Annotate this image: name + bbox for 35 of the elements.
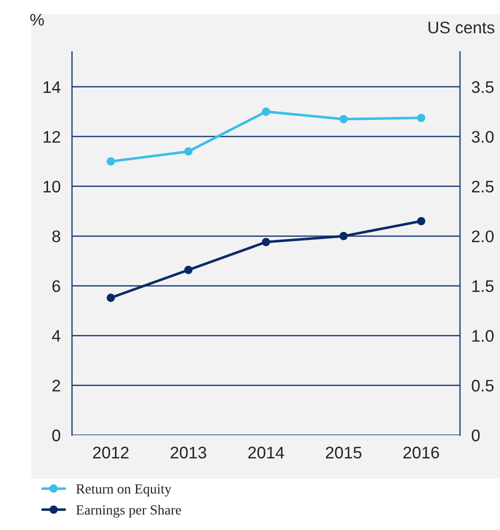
x-tick-label: 2016 xyxy=(404,446,440,458)
y-tick-label: 4 xyxy=(52,330,60,342)
y-tick-label: 12 xyxy=(44,130,60,143)
y2-tick-label: 2.5 xyxy=(472,180,494,193)
y2-tick-label: 1.0 xyxy=(472,330,494,342)
y2-tick-label: 3.5 xyxy=(472,81,494,93)
point xyxy=(106,157,115,166)
point xyxy=(339,232,348,240)
legend-label: Return on Equity xyxy=(76,484,172,496)
y2-tick-label: 2.0 xyxy=(472,230,494,242)
y-tick-label: 0 xyxy=(52,430,60,442)
point xyxy=(184,266,193,274)
point xyxy=(262,107,270,116)
y2-axis-title: US cents xyxy=(428,22,494,34)
point xyxy=(339,114,348,124)
y-tick-label: 8 xyxy=(52,230,60,242)
point xyxy=(184,147,193,156)
y2-tick-label: 3.0 xyxy=(472,130,494,143)
x-tick-label: 2015 xyxy=(326,446,362,458)
x-tick-label: 2014 xyxy=(248,446,284,458)
legend-label: Earnings per Share xyxy=(76,504,182,518)
y-tick-label: 10 xyxy=(44,180,60,193)
x-tick-label: 2013 xyxy=(170,446,206,458)
point xyxy=(417,216,426,226)
x-tick-label: 2012 xyxy=(93,446,129,458)
y-tick-label: 14 xyxy=(44,81,60,93)
point xyxy=(106,294,115,302)
y2-tick-label: 0.5 xyxy=(472,380,494,392)
y2-tick-label: 1.5 xyxy=(472,280,494,292)
point xyxy=(417,114,426,122)
y-tick-label: 6 xyxy=(52,280,60,292)
y-axis-title: % xyxy=(30,14,44,26)
y2-tick-label: 0 xyxy=(472,430,480,442)
point xyxy=(262,238,270,246)
y-tick-label: 2 xyxy=(52,380,60,392)
